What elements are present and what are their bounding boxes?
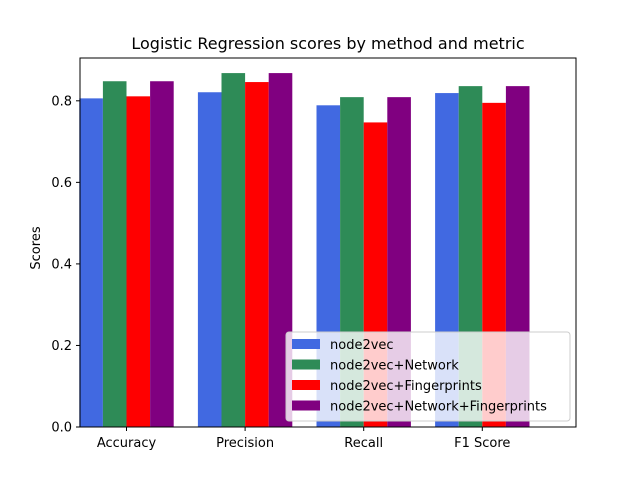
legend-label: node2vec [330,338,394,353]
legend-swatch [292,380,320,390]
legend: node2vec node2vec+Network node2vec+Fingerp… [285,331,571,422]
x-tick-label: F1 Score [454,436,510,451]
y-ticks-group: 0.0 0.2 0.4 0.6 0.8 [51,94,80,436]
legend-swatch [292,400,320,411]
y-tick-label: 0.2 [51,339,72,354]
legend-label: node2vec+Network [330,359,459,374]
legend-swatch [292,359,320,370]
y-tick-label: 0.8 [51,94,72,109]
legend-label: node2vec+Fingerprints [330,379,482,394]
y-tick-label: 0.0 [51,421,72,436]
bar-precision-2 [245,82,269,427]
legend-swatch [292,339,320,349]
x-tick-label: Precision [216,436,274,451]
bar-precision-0 [197,92,222,427]
x-tick-label: Accuracy [97,436,157,451]
bar-accuracy-3 [150,81,174,428]
legend-label: node2vec+Network+Fingerprints [330,400,547,415]
axes-frame [79,57,577,428]
bar-accuracy-1 [102,81,127,428]
chart-title: Logistic Regression scores by method and… [131,34,524,53]
bar-accuracy-2 [126,96,151,427]
x-ticks-group: Accuracy Precision Recall F1 Score [97,427,510,451]
bar-precision-1 [221,73,246,427]
x-tick-label: Recall [344,436,383,451]
y-axis-label: Scores [29,226,44,269]
y-tick-label: 0.4 [51,257,72,272]
y-tick-label: 0.6 [51,176,72,191]
legend-box [285,331,571,422]
bar-accuracy-0 [79,98,103,428]
